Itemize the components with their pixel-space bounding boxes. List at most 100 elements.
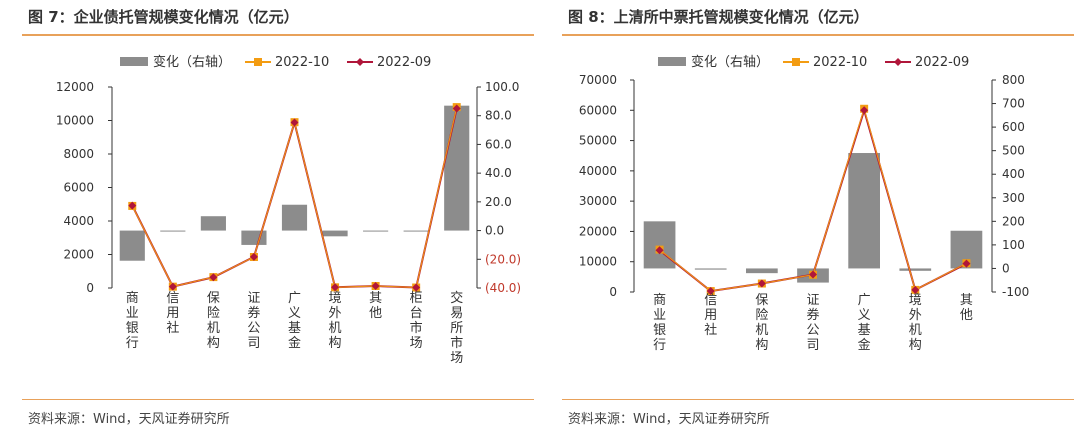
legend-label-2022-10: 2022-10 — [813, 55, 867, 70]
category-label: 信用社 — [704, 293, 717, 338]
footer-divider — [562, 399, 1074, 400]
chart-svg: 0 10000 20000 30000 40000 50000 60000 70000 -100… — [579, 54, 1029, 353]
legend-swatch-bar — [120, 57, 148, 66]
right-tick-label: -100 — [1002, 285, 1029, 299]
legend-label-2022-09: 2022-09 — [915, 55, 969, 70]
bar-change — [899, 268, 932, 271]
point-2022-09 — [706, 287, 715, 296]
category-label: 广义基金 — [288, 291, 301, 351]
category-label: 保险机构 — [207, 291, 220, 351]
point-2022-09 — [860, 106, 869, 115]
legend: 变化（右轴） 2022-10 2022-09 — [120, 54, 431, 70]
point-2022-09 — [371, 281, 380, 290]
chart-title: 图 8：上清所中票托管规模变化情况（亿元） — [568, 8, 869, 26]
legend-label-bar: 变化（右轴） — [153, 54, 231, 70]
bar-change — [363, 230, 389, 232]
legend-marker-2022-09 — [356, 58, 364, 66]
legend: 变化（右轴） 2022-10 2022-09 — [658, 54, 969, 70]
bar-change — [694, 268, 727, 270]
source-note: 资料来源：Wind，天风证券研究所 — [28, 412, 230, 427]
legend-label-2022-09: 2022-09 — [377, 55, 431, 70]
point-2022-09 — [331, 283, 340, 292]
right-tick-label: 0 — [1002, 261, 1010, 275]
right-tick-label: 400 — [1002, 167, 1025, 181]
title-divider — [562, 34, 1074, 36]
category-label: 交易所市场 — [450, 290, 463, 366]
left-tick-label: 30000 — [579, 194, 617, 208]
right-tick-label: (20.0) — [485, 252, 521, 266]
category-label: 信用社 — [166, 291, 179, 336]
right-tick-label: (40.0) — [485, 281, 521, 295]
left-tick-label: 8000 — [63, 147, 94, 161]
right-tick-label: 300 — [1002, 191, 1025, 205]
category-label: 广义基金 — [858, 293, 871, 353]
source-note: 资料来源：Wind，天风证券研究所 — [568, 412, 770, 427]
left-tick-label: 10000 — [579, 255, 617, 269]
legend-label-bar: 变化（右轴） — [691, 54, 769, 70]
series-line-2022-10 — [659, 106, 967, 292]
left-tick-label: 70000 — [579, 73, 617, 87]
right-tick-label: 20.0 — [485, 195, 512, 209]
left-tick-label: 10000 — [56, 114, 94, 128]
point-2022-09 — [911, 285, 920, 294]
legend-marker-2022-10 — [254, 58, 262, 66]
bar-change — [848, 153, 880, 269]
point-2022-09 — [655, 246, 664, 255]
legend-swatch-bar — [658, 57, 686, 66]
point-2022-09 — [962, 259, 971, 268]
category-label: 其他 — [369, 291, 382, 321]
left-tick-label: 4000 — [63, 214, 94, 228]
chart-panel-right: 图 8：上清所中票托管规模变化情况（亿元） 0 10000 20000 30000 40… — [562, 0, 1074, 435]
left-tick-label: 12000 — [56, 80, 94, 94]
chart-svg: 0 2000 4000 6000 8000 10000 12000 (40.0) (20.0) 0… — [56, 54, 521, 366]
left-tick-label: 2000 — [63, 248, 94, 262]
footer-divider — [22, 399, 534, 400]
point-2022-09 — [452, 104, 461, 113]
right-tick-label: 100 — [1002, 238, 1025, 252]
right-tick-label: 600 — [1002, 120, 1025, 134]
legend-marker-2022-09 — [894, 58, 902, 66]
right-tick-label: 60.0 — [485, 137, 512, 151]
bar-change — [241, 230, 267, 245]
title-divider — [22, 34, 534, 36]
category-label: 商业银行 — [653, 293, 666, 353]
category-label: 证券公司 — [247, 291, 260, 351]
right-tick-label: 800 — [1002, 73, 1025, 87]
series-line-2022-09 — [131, 108, 458, 289]
category-label: 境外机构 — [329, 291, 342, 351]
point-2022-09 — [168, 282, 177, 291]
point-2022-09 — [209, 273, 218, 282]
left-tick-label: 60000 — [579, 103, 617, 117]
category-label: 保险机构 — [755, 293, 768, 353]
point-2022-09 — [757, 279, 766, 288]
point-2022-09 — [290, 118, 299, 127]
right-tick-label: 100.0 — [485, 80, 519, 94]
category-label: 柜台市场 — [410, 291, 423, 351]
point-2022-09 — [412, 283, 421, 292]
series-line-2022-10 — [131, 106, 458, 289]
point-2022-09 — [809, 270, 817, 279]
point-2022-09 — [128, 201, 137, 210]
right-tick-label: 500 — [1002, 144, 1025, 158]
legend-marker-2022-10 — [792, 58, 800, 66]
legend-label-2022-10: 2022-10 — [275, 55, 329, 70]
category-label: 证券公司 — [806, 293, 819, 353]
chart-panel-left: 图 7：企业债托管规模变化情况（亿元） 0 2000 4000 6000 8000 100… — [22, 0, 534, 435]
point-2022-09 — [249, 252, 258, 261]
left-tick-label: 20000 — [579, 224, 617, 238]
series-line-2022-09 — [658, 106, 967, 293]
bar-change — [281, 204, 308, 231]
left-tick-label: 6000 — [63, 181, 94, 195]
left-tick-label: 40000 — [579, 164, 617, 178]
chart-title: 图 7：企业债托管规模变化情况（亿元） — [28, 8, 299, 26]
right-tick-label: 700 — [1002, 97, 1025, 111]
right-tick-label: 40.0 — [485, 166, 512, 180]
left-tick-label: 0 — [86, 281, 94, 295]
bar-change — [643, 221, 676, 269]
bar-change — [160, 230, 186, 232]
left-tick-label: 50000 — [579, 134, 617, 148]
category-label: 境外机构 — [909, 293, 922, 353]
bar-change — [119, 230, 145, 261]
bar-change — [403, 230, 429, 232]
right-tick-label: 80.0 — [485, 109, 512, 123]
